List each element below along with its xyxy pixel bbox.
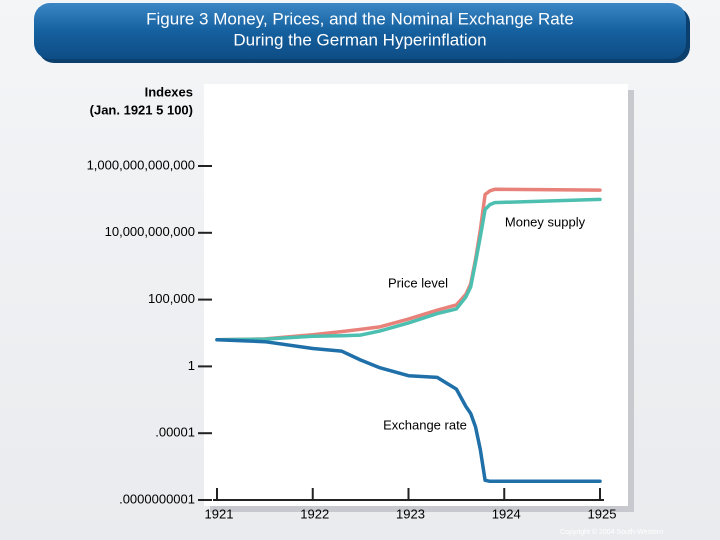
chart-title: Figure 3 Money, Prices, and the Nominal …: [146, 9, 574, 28]
series-line: [215, 197, 602, 342]
y-tick-label: 1,000,000,000,000: [87, 157, 195, 172]
y-tick-label: 100,000: [148, 291, 195, 306]
x-tick-label: 1921: [205, 506, 234, 521]
chart-title: During the German Hyperinflation: [233, 30, 486, 49]
series-line: [215, 337, 602, 484]
series-line: [215, 187, 602, 342]
plot-area: [204, 84, 628, 506]
y-tick-label: 1: [188, 358, 195, 373]
y-axis-label: Indexes: [145, 84, 193, 99]
series-label: Exchange rate: [383, 417, 467, 432]
copyright: Copyright © 2004 South-Western: [560, 528, 663, 536]
y-tick-label: .0000000001: [119, 491, 195, 506]
series-label: Money supply: [505, 214, 586, 229]
series-label: Price level: [388, 275, 448, 290]
x-tick-label: 1925: [588, 506, 617, 521]
y-tick-label: 10,000,000,000: [105, 224, 195, 239]
title-banner: [34, 3, 686, 59]
x-tick-label: 1924: [492, 506, 521, 521]
y-tick-label: .00001: [155, 425, 195, 440]
x-tick-label: 1923: [396, 506, 425, 521]
y-axis-label: (Jan. 1921 5 100): [90, 102, 193, 117]
x-tick-label: 1922: [300, 506, 329, 521]
